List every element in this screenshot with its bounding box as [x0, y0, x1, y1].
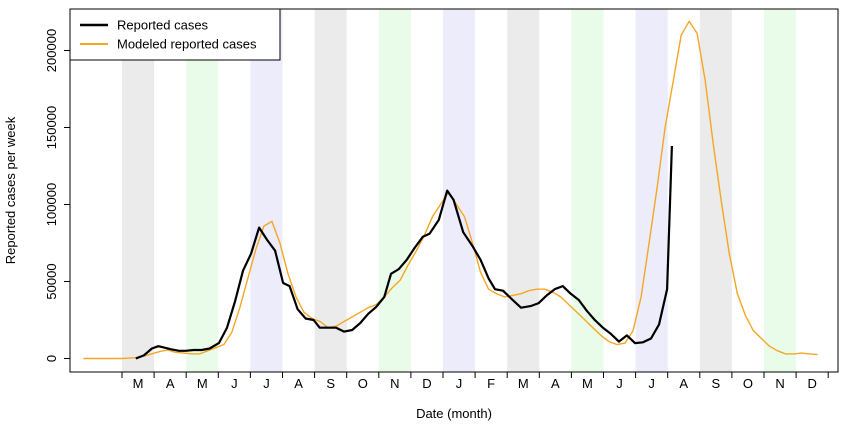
x-tick-label: J — [231, 376, 238, 391]
month-band — [250, 9, 283, 372]
x-tick-label: N — [775, 376, 784, 391]
x-tick-label: J — [616, 376, 623, 391]
x-axis-title: Date (month) — [416, 406, 492, 421]
x-tick-label: S — [712, 376, 721, 391]
x-tick-label: A — [679, 376, 688, 391]
month-shading — [122, 9, 797, 372]
x-tick-label: J — [263, 376, 270, 391]
x-tick-label: J — [456, 376, 463, 391]
month-band — [571, 9, 604, 372]
legend: Reported cases Modeled reported cases — [69, 8, 281, 61]
x-tick-label: N — [390, 376, 399, 391]
x-tick-label: S — [326, 376, 335, 391]
month-band — [699, 9, 732, 372]
month-band — [635, 9, 668, 372]
y-tick-label: 0 — [44, 355, 59, 362]
x-tick-label: A — [294, 376, 303, 391]
x-tick-label: O — [743, 376, 753, 391]
x-tick-label: A — [551, 376, 560, 391]
x-tick-label: F — [487, 376, 495, 391]
x-tick-label: M — [197, 376, 208, 391]
month-band — [122, 9, 155, 372]
x-tick-label: D — [422, 376, 431, 391]
y-axis-title: Reported cases per week — [3, 116, 18, 264]
y-tick-label: 150000 — [44, 106, 59, 149]
x-tick-label: M — [582, 376, 593, 391]
series-lines — [83, 20, 818, 360]
plot-frame — [69, 8, 839, 373]
y-tick-label: 100000 — [44, 183, 59, 226]
month-band — [764, 9, 797, 372]
y-tick-label: 50000 — [44, 263, 59, 299]
y-tick-label: 200000 — [44, 29, 59, 72]
series-line-reported — [135, 145, 673, 360]
month-band — [507, 9, 540, 372]
x-tick-label: O — [358, 376, 368, 391]
x-tick-label: D — [807, 376, 816, 391]
series-line-modeled — [83, 20, 818, 360]
y-axis: 0 50000 100000 150000 200000 — [44, 29, 70, 362]
x-tick-label: M — [133, 376, 144, 391]
month-band — [186, 9, 219, 372]
x-tick-label: M — [518, 376, 529, 391]
x-tick-label: A — [166, 376, 175, 391]
legend-box — [69, 8, 281, 61]
legend-label-reported: Reported cases — [117, 18, 209, 33]
legend-label-modeled: Modeled reported cases — [117, 37, 257, 52]
x-tick-label: J — [648, 376, 655, 391]
month-band — [378, 9, 411, 372]
month-band — [314, 9, 347, 372]
